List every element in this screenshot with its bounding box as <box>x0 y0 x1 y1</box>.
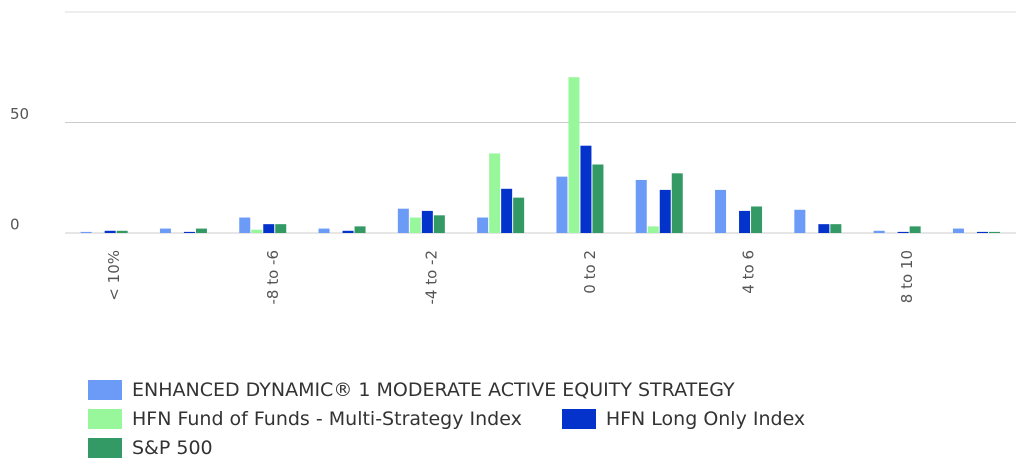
y-tick-label: 0 <box>10 216 20 234</box>
legend-item[interactable]: HFN Long Only Index <box>561 407 806 431</box>
bar <box>239 217 251 233</box>
bar <box>513 197 525 233</box>
bar <box>433 215 445 233</box>
bar <box>501 188 513 233</box>
legend: ENHANCED DYNAMIC® 1 MODERATE ACTIVE EQUI… <box>88 378 968 460</box>
bar <box>751 206 763 233</box>
bar <box>318 228 330 233</box>
legend-label: HFN Long Only Index <box>605 408 806 430</box>
bar <box>342 230 354 233</box>
x-tick-label: -8 to -6 <box>264 250 282 305</box>
bar <box>477 217 489 233</box>
bar <box>659 189 671 233</box>
x-tick-label: 8 to 10 <box>898 250 916 303</box>
bar <box>80 231 92 233</box>
bar <box>556 176 568 233</box>
x-tick-label: < 10% <box>105 250 123 301</box>
x-tick-label: 4 to 6 <box>740 250 758 294</box>
bar <box>183 231 195 233</box>
legend-label: S&P 500 <box>132 437 213 459</box>
chart: 0 50 < 10% -8 to -6 -4 to -2 0 to 2 4 to 6 8 to… <box>10 11 1016 305</box>
x-tick-label: 0 to 2 <box>581 250 599 294</box>
bar <box>794 209 806 233</box>
bar <box>635 179 647 233</box>
bar <box>421 210 433 233</box>
legend-swatch <box>88 438 122 458</box>
bar <box>251 229 263 233</box>
legend-label: ENHANCED DYNAMIC® 1 MODERATE ACTIVE EQUI… <box>132 379 735 401</box>
bar <box>397 208 409 233</box>
bar <box>489 153 501 233</box>
bar <box>909 226 921 233</box>
legend-swatch <box>561 409 596 429</box>
bar <box>952 228 964 233</box>
bar <box>873 230 885 233</box>
bar <box>715 189 727 233</box>
legend-item[interactable]: HFN Fund of Funds - Multi-Strategy Index <box>88 407 522 431</box>
x-tick-label: -4 to -2 <box>422 250 440 305</box>
bar <box>275 224 287 233</box>
bar <box>988 231 1000 233</box>
bar <box>116 230 128 233</box>
legend-label: HFN Fund of Funds - Multi-Strategy Index <box>132 408 522 430</box>
bar <box>104 230 116 233</box>
bar <box>568 77 580 233</box>
bar <box>739 210 751 233</box>
bar <box>647 226 659 233</box>
bar <box>159 228 171 233</box>
bar <box>897 231 909 233</box>
legend-item[interactable]: S&P 500 <box>88 436 213 460</box>
y-tick-label: 50 <box>10 105 29 123</box>
legend-swatch <box>88 409 122 429</box>
legend-item[interactable]: ENHANCED DYNAMIC® 1 MODERATE ACTIVE EQUI… <box>88 378 735 402</box>
bar <box>976 231 988 233</box>
bar <box>409 217 421 233</box>
bar <box>580 145 592 233</box>
legend-swatch <box>88 380 122 400</box>
bar <box>671 173 683 233</box>
bar <box>592 164 604 233</box>
bar <box>195 228 207 233</box>
bar <box>354 226 366 233</box>
bar <box>830 224 842 233</box>
bar <box>263 224 275 233</box>
bar <box>818 224 830 233</box>
